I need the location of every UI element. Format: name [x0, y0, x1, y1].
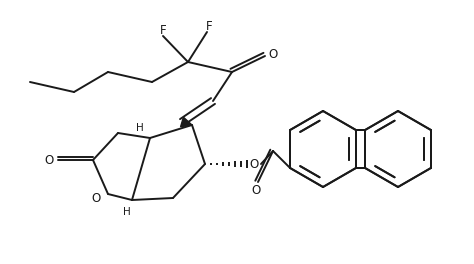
- Text: O: O: [249, 158, 259, 171]
- Text: F: F: [206, 21, 212, 34]
- Text: O: O: [91, 191, 100, 205]
- Polygon shape: [181, 117, 192, 127]
- Text: H: H: [123, 207, 131, 217]
- Text: O: O: [251, 185, 261, 197]
- Text: O: O: [268, 48, 278, 60]
- Text: F: F: [160, 25, 166, 37]
- Text: H: H: [136, 123, 144, 133]
- Text: O: O: [45, 153, 54, 167]
